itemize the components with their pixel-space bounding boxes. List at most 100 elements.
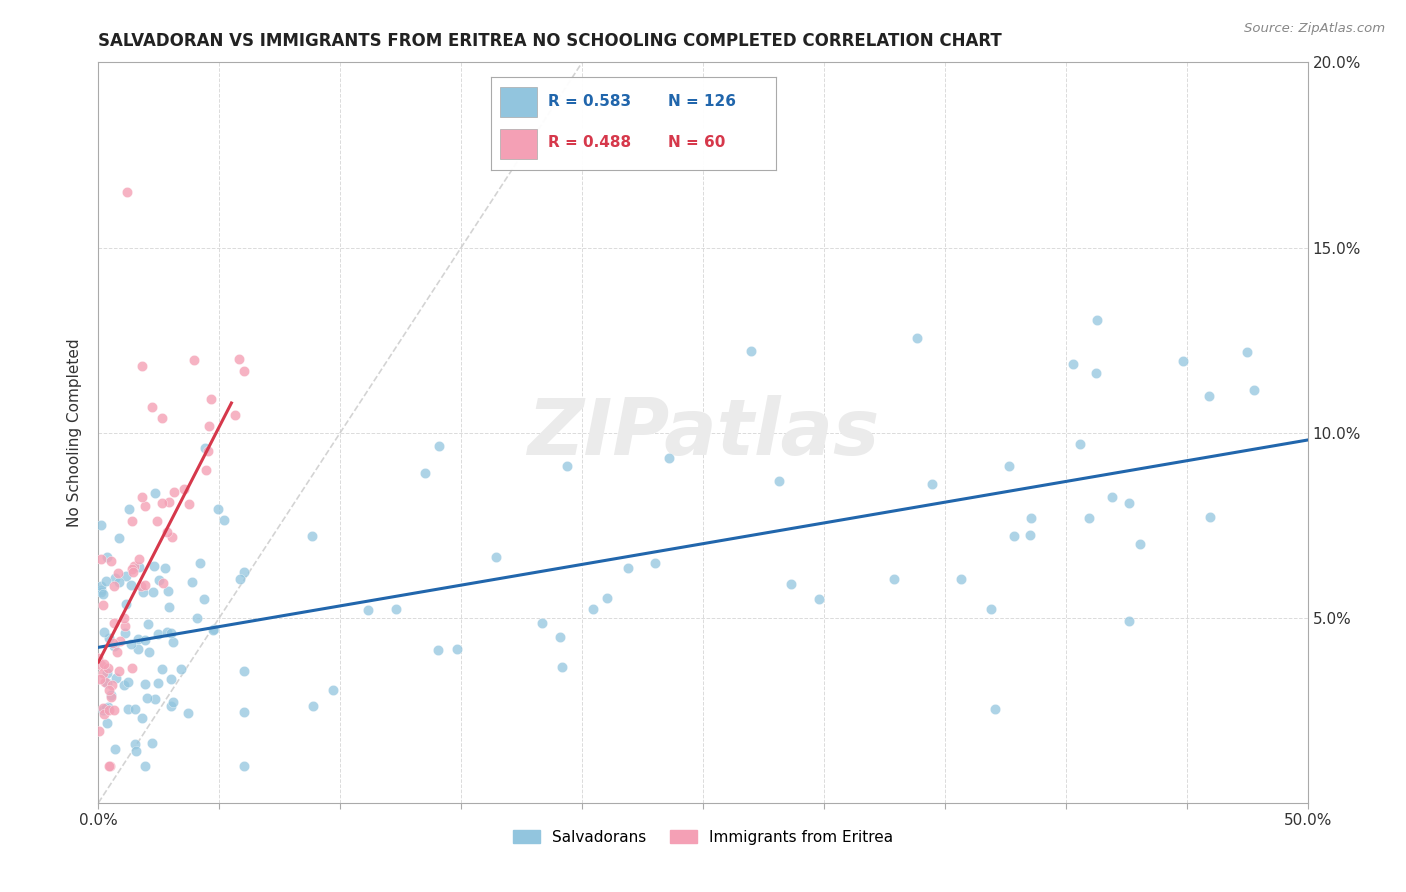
Point: [98, 631, 121, 645]
Point: [1085, 312, 1108, 326]
Text: Source: ZipAtlas.com: Source: ZipAtlas.com: [1244, 22, 1385, 36]
Point: [103, 615, 125, 630]
Point: [96, 716, 118, 731]
Point: [531, 615, 554, 630]
Point: [557, 458, 579, 473]
Point: [157, 599, 180, 614]
Point: [121, 661, 143, 675]
Point: [117, 702, 139, 716]
Point: [87, 650, 110, 665]
Point: [228, 351, 250, 366]
Point: [134, 633, 156, 648]
Point: [117, 185, 139, 199]
Point: [200, 392, 222, 407]
Point: [91, 598, 114, 612]
Point: [90, 552, 112, 566]
Point: [177, 497, 200, 511]
Point: [128, 552, 150, 566]
Point: [1069, 436, 1091, 450]
Point: [768, 474, 790, 488]
Point: [1236, 344, 1258, 359]
Point: [1101, 490, 1123, 504]
Point: [124, 738, 146, 752]
Point: [194, 441, 217, 455]
Point: [127, 632, 149, 647]
Text: SALVADORAN VS IMMIGRANTS FROM ERITREA NO SCHOOLING COMPLETED CORRELATION CHART: SALVADORAN VS IMMIGRANTS FROM ERITREA NO…: [98, 32, 1002, 50]
Point: [581, 602, 603, 616]
Point: [101, 636, 124, 650]
Point: [193, 592, 215, 607]
Point: [160, 530, 183, 544]
Point: [110, 633, 132, 648]
Point: [124, 744, 146, 758]
Point: [186, 611, 208, 625]
Point: [157, 495, 180, 509]
Point: [446, 642, 468, 657]
Point: [173, 483, 195, 497]
Point: [1078, 510, 1101, 524]
Point: [96, 701, 118, 715]
Point: [232, 665, 254, 679]
Point: [91, 666, 114, 681]
Point: [322, 683, 344, 698]
Y-axis label: No Schooling Completed: No Schooling Completed: [67, 338, 83, 527]
Point: [1198, 389, 1220, 403]
Point: [112, 611, 135, 625]
Point: [156, 525, 179, 540]
Point: [131, 359, 153, 373]
Point: [97, 683, 120, 698]
Point: [152, 575, 174, 590]
Point: [100, 554, 122, 568]
Point: [134, 676, 156, 690]
Point: [134, 500, 156, 514]
Point: [135, 691, 157, 706]
Point: [132, 584, 155, 599]
Point: [96, 550, 118, 565]
Point: [921, 477, 943, 491]
Point: [162, 635, 184, 649]
Point: [120, 637, 142, 651]
Point: [229, 572, 252, 586]
Point: [1062, 357, 1084, 371]
Point: [150, 662, 173, 676]
Point: [183, 353, 205, 368]
Point: [1243, 384, 1265, 398]
Point: [194, 463, 217, 477]
Point: [384, 602, 406, 616]
Point: [134, 758, 156, 772]
Point: [485, 550, 508, 565]
Point: [97, 699, 120, 714]
Point: [150, 411, 173, 425]
Point: [122, 565, 145, 579]
Point: [104, 742, 127, 756]
Point: [138, 645, 160, 659]
Point: [148, 573, 170, 587]
Point: [100, 688, 122, 702]
Point: [163, 485, 186, 500]
Point: [198, 419, 221, 434]
Point: [1199, 509, 1222, 524]
Point: [117, 674, 139, 689]
Point: [103, 703, 125, 717]
Point: [94, 574, 117, 588]
Point: [121, 562, 143, 576]
Point: [197, 443, 219, 458]
Point: [207, 502, 229, 516]
Point: [98, 758, 121, 772]
Point: [148, 627, 170, 641]
Point: [90, 518, 112, 533]
Point: [1019, 527, 1042, 541]
Point: [143, 559, 166, 574]
Point: [103, 640, 125, 654]
Point: [159, 626, 181, 640]
Point: [145, 514, 167, 528]
Point: [134, 577, 156, 591]
Point: [740, 344, 762, 359]
Point: [108, 664, 131, 678]
Point: [117, 501, 139, 516]
Point: [114, 625, 136, 640]
Point: [1002, 529, 1025, 543]
Point: [1118, 614, 1140, 628]
Point: [146, 676, 169, 690]
Point: [127, 642, 149, 657]
